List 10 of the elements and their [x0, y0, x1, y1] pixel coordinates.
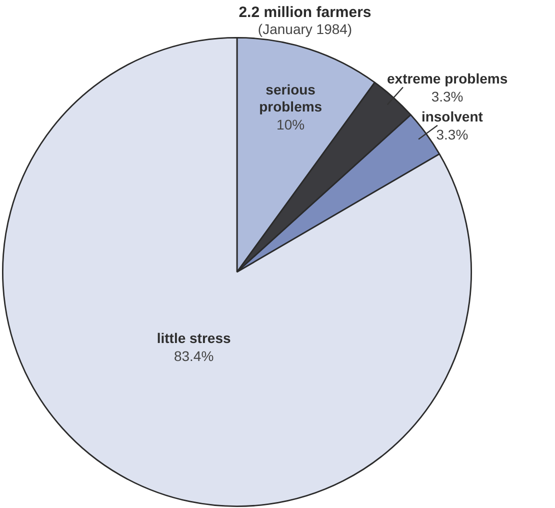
data-label: 3.3%	[436, 126, 468, 142]
data-label: 3.3%	[431, 88, 464, 104]
data-label: 83.4%	[174, 348, 214, 364]
slice-label: extreme problems	[386, 70, 508, 86]
slice-label: serious problems	[259, 82, 322, 115]
slice-label: insolvent	[421, 108, 484, 124]
slice-label: little stress	[156, 330, 231, 346]
chart-title: 2.2 million farmers	[238, 4, 372, 21]
chart-subtitle: (January 1984)	[258, 21, 352, 37]
data-label: 10%	[276, 116, 305, 133]
